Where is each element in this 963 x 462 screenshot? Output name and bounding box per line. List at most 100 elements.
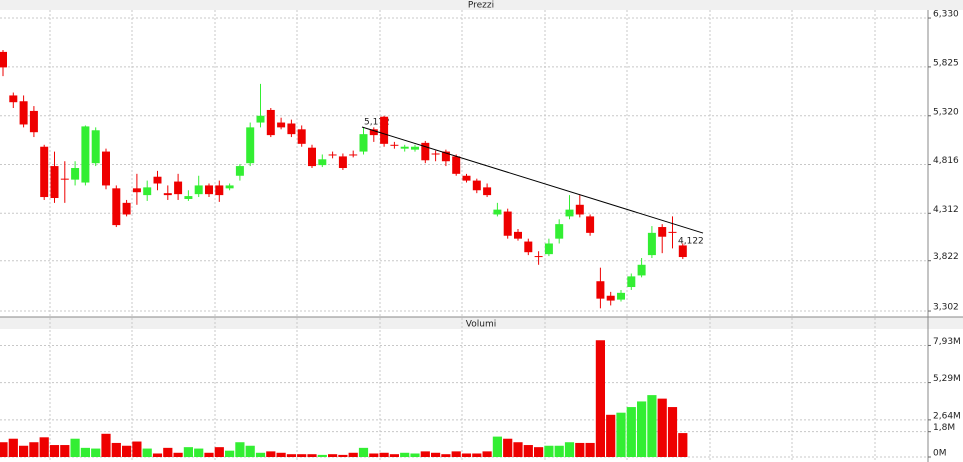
volume-bar: [29, 442, 39, 457]
title-bar: [0, 317, 963, 329]
volume-bar: [91, 448, 101, 457]
volume-bar: [307, 454, 317, 457]
panel-title: Volumi: [466, 320, 496, 330]
annotation: 4,122: [678, 237, 704, 247]
volume-bar: [204, 452, 214, 457]
y-tick-label: 7,93M: [933, 337, 961, 347]
candle-body: [246, 127, 255, 164]
y-tick-label: 3,302: [933, 303, 959, 313]
volume-bar: [482, 451, 492, 457]
volume-bar: [122, 445, 132, 457]
candle-body: [390, 144, 399, 146]
volume-bar: [369, 453, 379, 457]
candle-body: [50, 166, 59, 199]
volume-bar: [379, 452, 389, 457]
candle-body: [575, 204, 584, 215]
candle-body: [503, 211, 512, 236]
volume-bar: [492, 436, 502, 457]
candle-body: [380, 116, 389, 144]
volume-bar: [101, 433, 111, 457]
volume-bar: [585, 442, 595, 457]
candle-body: [60, 178, 69, 180]
volume-bar: [657, 398, 667, 457]
candle-body: [431, 153, 440, 155]
volume-bar: [328, 454, 338, 457]
trendline: [361, 126, 704, 234]
candle-body: [606, 295, 615, 301]
volume-bar: [564, 442, 575, 457]
volume-bar: [503, 438, 513, 457]
candle-body: [493, 209, 502, 215]
volume-bar: [39, 437, 49, 457]
candle-body: [256, 115, 265, 123]
y-tick-label: 5,320: [933, 107, 959, 117]
candle-body: [81, 126, 90, 183]
volume-bar: [111, 442, 121, 457]
volume-bar: [420, 451, 430, 457]
volume-bar: [235, 442, 245, 457]
volume-bar: [142, 448, 152, 457]
volume-bar: [173, 452, 183, 457]
candle-body: [9, 95, 18, 103]
candle-body: [596, 281, 605, 299]
candle-body: [483, 187, 492, 196]
y-tick-label: 3,822: [933, 252, 959, 262]
candle-body: [287, 123, 296, 135]
y-tick-label: 4,816: [933, 156, 959, 166]
volume-bar: [286, 454, 296, 457]
candle-body: [163, 193, 172, 196]
candle-body: [441, 151, 450, 162]
candle-body: [19, 101, 28, 125]
volume-bar: [441, 454, 451, 457]
volume-bar: [616, 412, 626, 457]
volume-bar: [595, 340, 605, 457]
candle-body: [184, 196, 193, 199]
volume-bar: [276, 452, 286, 457]
panel-title: Prezzi: [468, 1, 494, 11]
volume-bar: [554, 445, 564, 457]
candle-body: [555, 224, 564, 239]
y-tick-label: 4,312: [933, 205, 959, 215]
volume-bar: [606, 414, 616, 457]
candle-body: [132, 188, 141, 193]
candle-body: [544, 243, 553, 255]
y-tick-label: 0M: [933, 449, 947, 459]
candle-body: [205, 185, 213, 195]
candle-body: [338, 156, 347, 169]
candle-body: [91, 130, 100, 164]
volume-bar: [358, 447, 369, 457]
candle-body: [29, 110, 38, 133]
candle-body: [637, 264, 646, 276]
candle-body: [462, 175, 471, 181]
candle-body: [143, 187, 152, 196]
volume-bar: [245, 445, 255, 457]
candle-body: [153, 176, 162, 184]
candle-body: [112, 188, 121, 226]
candle-body: [586, 216, 595, 233]
volume-bar: [8, 438, 18, 457]
volume-bar: [389, 454, 399, 457]
volume-bar: [70, 438, 80, 457]
candle-body: [266, 109, 275, 136]
y-tick-label: 5,825: [933, 58, 959, 68]
volume-bar: [400, 452, 410, 457]
volume-bar: [338, 454, 348, 457]
candle-body: [318, 159, 327, 166]
candle-body: [297, 129, 306, 144]
candle-body: [565, 209, 574, 217]
volume-bar: [163, 447, 173, 457]
volume-bar: [225, 450, 235, 457]
volume-bar: [19, 445, 29, 457]
volume-bar: [451, 451, 461, 457]
volume-bar: [523, 445, 533, 457]
volume-bar: [194, 448, 204, 457]
candle-body: [194, 185, 203, 195]
candle-body: [514, 231, 522, 239]
candle-body: [411, 146, 419, 150]
candle-body: [174, 181, 183, 195]
annotation: 5,172: [364, 118, 390, 128]
volume-bar: [317, 454, 327, 457]
candle-body: [308, 147, 316, 167]
volume-bar: [544, 445, 554, 457]
